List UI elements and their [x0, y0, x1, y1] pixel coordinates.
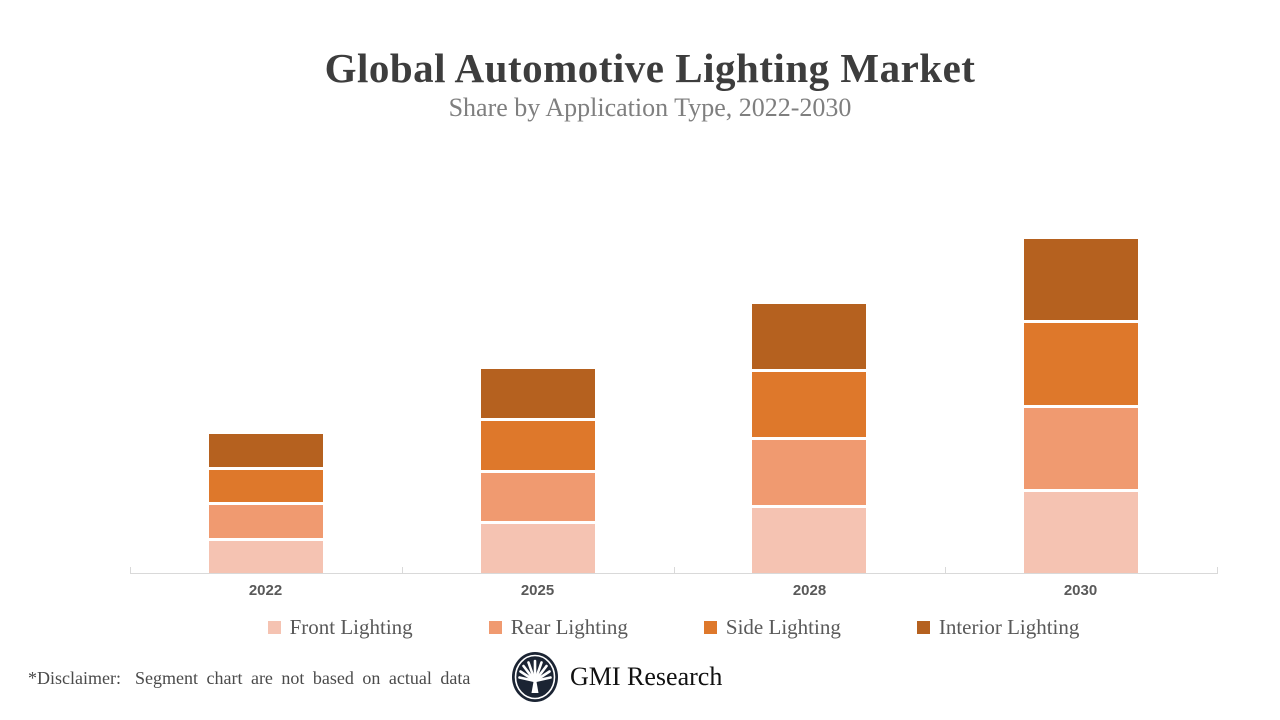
stacked-bar-2025	[481, 369, 595, 573]
segment-side-lighting-2028	[752, 372, 866, 437]
segment-side-lighting-2025	[481, 420, 595, 470]
x-axis-tick	[130, 567, 131, 574]
segment-side-lighting-2030	[1024, 323, 1138, 405]
x-axis-label-2025: 2025	[520, 582, 555, 599]
legend-item-rear-lighting: Rear Lighting	[488, 615, 628, 640]
chart-subtitle: Share by Application Type, 2022-2030	[448, 93, 852, 122]
brand-lockup: GMI Research	[512, 650, 722, 704]
chart-title: Global Automotive Lighting Market	[324, 45, 976, 91]
stacked-bar-plot-area	[130, 160, 1218, 574]
stacked-bar-2028	[752, 304, 866, 573]
legend-item-interior-lighting: Interior Lighting	[916, 615, 1080, 640]
segment-interior-lighting-2030	[1024, 239, 1138, 321]
segment-front-lighting-2030	[1024, 491, 1138, 573]
x-axis-tick	[402, 567, 403, 574]
legend-label-side-lighting: Side Lighting	[725, 615, 841, 639]
disclaimer-text: Segment chart are not based on actual da…	[134, 668, 471, 688]
legend-label-front-lighting: Front Lighting	[289, 615, 413, 639]
legend-swatch-interior-lighting	[916, 621, 930, 634]
x-axis-tick	[945, 567, 946, 574]
chart-legend: Front Lighting Rear Lighting Side Lighting…	[130, 615, 1217, 640]
x-axis-label-2030: 2030	[1063, 582, 1098, 599]
disclaimer: *Disclaimer: Segment chart are not based …	[28, 668, 470, 689]
segment-rear-lighting-2022	[209, 505, 323, 538]
disclaimer-label: *Disclaimer:	[28, 668, 121, 688]
segment-front-lighting-2022	[209, 540, 323, 573]
segment-front-lighting-2028	[752, 508, 866, 573]
segment-interior-lighting-2028	[752, 304, 866, 369]
segment-rear-lighting-2030	[1024, 407, 1138, 489]
segment-side-lighting-2022	[209, 469, 323, 502]
x-axis-labels: 2022 2025 2028 2030	[130, 582, 1217, 604]
legend-swatch-rear-lighting	[488, 621, 502, 634]
legend-swatch-side-lighting	[703, 621, 717, 634]
legend-label-interior-lighting: Interior Lighting	[938, 615, 1080, 639]
legend-label-rear-lighting: Rear Lighting	[510, 615, 628, 639]
x-axis-line	[130, 573, 1217, 574]
legend-item-side-lighting: Side Lighting	[703, 615, 841, 640]
legend-item-front-lighting: Front Lighting	[267, 615, 413, 640]
legend-swatch-front-lighting	[267, 621, 281, 634]
segment-interior-lighting-2022	[209, 434, 323, 467]
x-axis-tick	[674, 567, 675, 574]
brand-name: GMI Research	[570, 662, 723, 691]
x-axis-tick	[1217, 567, 1218, 574]
gmi-research-logo-icon	[512, 652, 558, 702]
segment-rear-lighting-2025	[481, 472, 595, 522]
stacked-bar-2030	[1024, 239, 1138, 573]
segment-interior-lighting-2025	[481, 369, 595, 418]
x-axis-label-2028: 2028	[792, 582, 827, 599]
stacked-bar-2022	[209, 434, 323, 573]
segment-front-lighting-2025	[481, 524, 595, 573]
x-axis-label-2022: 2022	[248, 582, 283, 599]
segment-rear-lighting-2028	[752, 440, 866, 505]
